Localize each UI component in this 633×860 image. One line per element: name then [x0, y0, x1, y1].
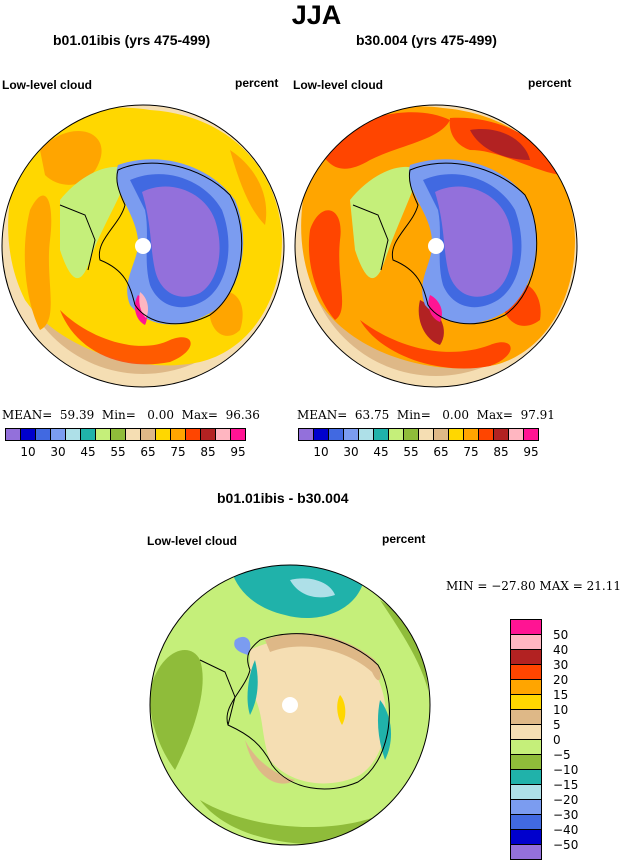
colorbar-swatch [110, 428, 126, 441]
right-units-label: percent [528, 76, 572, 90]
colorbar-swatch [510, 619, 542, 635]
colorbar-label: 5 [553, 718, 561, 732]
colorbar-swatch [95, 428, 111, 441]
colorbar-swatch [510, 799, 542, 815]
colorbar-swatch [230, 428, 246, 441]
colorbar-label: 50 [553, 628, 569, 642]
colorbar-swatch [510, 694, 542, 710]
colorbar-swatch [215, 428, 231, 441]
colorbar-label: 45 [80, 445, 96, 459]
colorbar-swatch [448, 428, 464, 441]
right-colorbar [298, 428, 539, 441]
colorbar-swatch [80, 428, 96, 441]
colorbar-label: 10 [313, 445, 329, 459]
colorbar-label: −5 [553, 748, 571, 762]
colorbar-swatch [125, 428, 141, 441]
colorbar-swatch [140, 428, 156, 441]
colorbar-label: 75 [463, 445, 479, 459]
diff-stats: MIN = −27.80 MAX = 21.11 [446, 579, 621, 593]
colorbar-label: 40 [553, 643, 569, 657]
colorbar-swatch [463, 428, 479, 441]
colorbar-swatch [155, 428, 171, 441]
left-units-label: percent [235, 76, 279, 90]
colorbar-swatch [510, 664, 542, 680]
colorbar-swatch [523, 428, 539, 441]
colorbar-swatch [510, 829, 542, 845]
right-stats: MEAN= 63.75 Min= 0.00 Max= 97.91 [297, 408, 555, 422]
colorbar-swatch [433, 428, 449, 441]
colorbar-swatch [493, 428, 509, 441]
right-variable-label: Low-level cloud [293, 78, 384, 92]
colorbar-swatch [510, 844, 542, 860]
colorbar-label: 10 [20, 445, 36, 459]
colorbar-swatch [403, 428, 419, 441]
colorbar-label: −15 [553, 778, 579, 792]
colorbar-swatch [510, 814, 542, 830]
diff-units-label: percent [382, 532, 426, 546]
colorbar-swatch [358, 428, 374, 441]
colorbar-swatch [510, 784, 542, 800]
colorbar-swatch [328, 428, 344, 441]
right-panel-title: b30.004 (yrs 475-499) [356, 32, 497, 48]
colorbar-label: 55 [110, 445, 126, 459]
colorbar-label: 65 [433, 445, 449, 459]
colorbar-label: 95 [523, 445, 539, 459]
colorbar-swatch [510, 679, 542, 695]
left-panel-title: b01.01ibis (yrs 475-499) [53, 32, 211, 48]
colorbar-swatch [510, 709, 542, 725]
diff-panel-title: b01.01ibis - b30.004 [217, 490, 349, 506]
colorbar-label: 15 [553, 688, 569, 702]
colorbar-swatch [343, 428, 359, 441]
colorbar-swatch [478, 428, 494, 441]
colorbar-label: −40 [553, 823, 579, 837]
colorbar-swatch [20, 428, 36, 441]
colorbar-swatch [510, 754, 542, 770]
colorbar-label: −30 [553, 808, 579, 822]
colorbar-swatch [35, 428, 51, 441]
diff-variable-label: Low-level cloud [147, 534, 238, 548]
colorbar-label: 45 [373, 445, 389, 459]
colorbar-label: 30 [50, 445, 66, 459]
colorbar-swatch [510, 769, 542, 785]
left-variable-label: Low-level cloud [2, 78, 93, 92]
diff-colorbar [510, 619, 542, 860]
colorbar-swatch [313, 428, 329, 441]
colorbar-label: −10 [553, 763, 579, 777]
colorbar-label: 10 [553, 703, 569, 717]
colorbar-swatch [418, 428, 434, 441]
colorbar-swatch [510, 724, 542, 740]
colorbar-label: 85 [200, 445, 216, 459]
colorbar-swatch [388, 428, 404, 441]
colorbar-label: 30 [553, 658, 569, 672]
colorbar-swatch [5, 428, 21, 441]
colorbar-label: 30 [343, 445, 359, 459]
colorbar-swatch [373, 428, 389, 441]
figure-title: JJA [291, 0, 342, 30]
colorbar-swatch [508, 428, 524, 441]
colorbar-label: 95 [230, 445, 246, 459]
colorbar-label: −50 [553, 838, 579, 852]
colorbar-swatch [510, 649, 542, 665]
colorbar-label: 55 [403, 445, 419, 459]
colorbar-swatch [185, 428, 201, 441]
colorbar-swatch [510, 739, 542, 755]
colorbar-swatch [200, 428, 216, 441]
colorbar-swatch [50, 428, 66, 441]
colorbar-label: 0 [553, 733, 561, 747]
left-polar-map [2, 105, 284, 387]
colorbar-label: 20 [553, 673, 569, 687]
colorbar-label: 75 [170, 445, 186, 459]
colorbar-swatch [298, 428, 314, 441]
colorbar-label: 65 [140, 445, 156, 459]
colorbar-swatch [65, 428, 81, 441]
left-stats: MEAN= 59.39 Min= 0.00 Max= 96.36 [2, 408, 260, 422]
colorbar-label: −20 [553, 793, 579, 807]
colorbar-swatch [510, 634, 542, 650]
left-colorbar [5, 428, 246, 441]
colorbar-label: 85 [493, 445, 509, 459]
colorbar-swatch [170, 428, 186, 441]
